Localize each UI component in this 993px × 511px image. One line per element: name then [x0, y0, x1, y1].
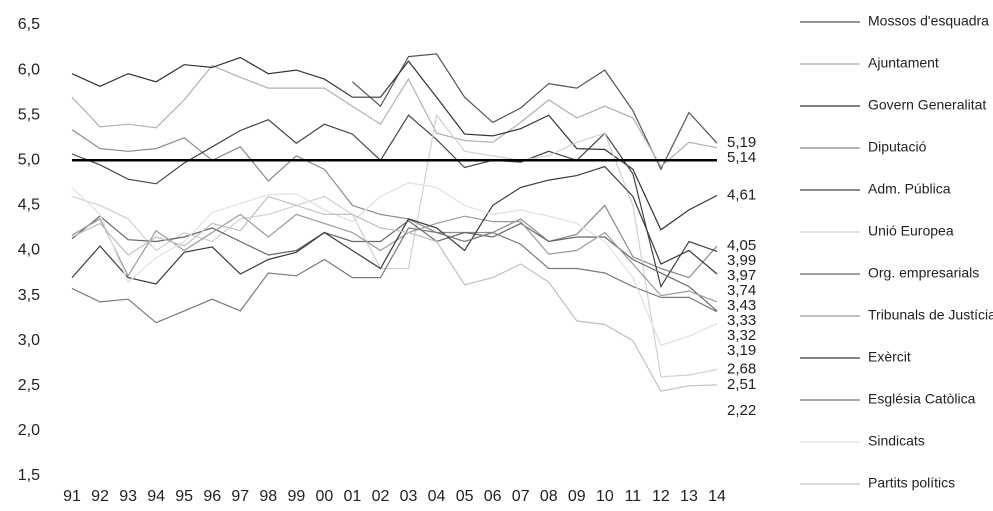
x-tick-label: 95	[175, 488, 193, 505]
legend-label: Govern Generalitat	[868, 97, 986, 113]
x-tick-label: 05	[456, 488, 474, 505]
x-tick-label: 07	[512, 488, 530, 505]
x-tick-label: 02	[372, 488, 390, 505]
y-tick-label: 5,0	[18, 152, 40, 169]
series-line	[71, 114, 718, 289]
y-tick-label: 6,0	[18, 61, 40, 78]
series-line	[71, 165, 718, 285]
x-tick-label: 12	[652, 488, 670, 505]
end-label: 3,19	[727, 342, 756, 359]
y-tick-label: 6,5	[18, 16, 40, 33]
series-line	[71, 182, 718, 346]
x-tick-label: 00	[315, 488, 333, 505]
series-line	[71, 215, 718, 312]
end-label: 4,05	[727, 237, 756, 254]
x-tick-label: 96	[203, 488, 221, 505]
series-line	[71, 213, 718, 303]
x-tick-label: 94	[147, 488, 165, 505]
x-tick-label: 97	[231, 488, 249, 505]
legend-label: Mossos d'esquadra	[868, 13, 989, 29]
end-label: 3,33	[727, 312, 756, 329]
legend-label: Església Catòlica	[868, 391, 976, 407]
end-label: 5,14	[727, 149, 756, 166]
x-tick-label: 98	[259, 488, 277, 505]
x-tick-label: 99	[287, 488, 305, 505]
x-tick-label: 92	[91, 488, 109, 505]
y-tick-label: 3,5	[18, 287, 40, 304]
legend-label: Tribunals de Justícia	[868, 307, 993, 323]
x-tick-label: 91	[63, 488, 81, 505]
x-tick-label: 93	[119, 488, 137, 505]
end-label: 3,32	[727, 327, 756, 344]
y-tick-label: 4,0	[18, 242, 40, 259]
legend-label: Exèrcit	[868, 349, 911, 365]
legend-label: Unió Europea	[868, 223, 954, 239]
y-tick-label: 4,5	[18, 197, 40, 214]
end-label: 4,61	[727, 186, 756, 203]
series-line	[71, 56, 718, 231]
x-tick-label: 10	[596, 488, 614, 505]
series-line	[71, 195, 718, 392]
legend-label: Ajuntament	[868, 55, 939, 71]
y-tick-label: 2,0	[18, 422, 40, 439]
end-label: 2,51	[727, 376, 756, 393]
end-label: 5,19	[727, 134, 756, 151]
x-tick-label: 09	[568, 488, 586, 505]
series-line	[71, 129, 718, 279]
end-label: 3,74	[727, 282, 756, 299]
x-tick-label: 08	[540, 488, 558, 505]
legend-label: Sindicats	[868, 433, 925, 449]
end-label: 2,22	[727, 402, 756, 419]
series-line	[71, 227, 718, 324]
end-label: 2,68	[727, 361, 756, 378]
y-tick-label: 5,5	[18, 106, 40, 123]
x-tick-label: 06	[484, 488, 502, 505]
end-label: 3,99	[727, 252, 756, 269]
end-label: 3,97	[727, 267, 756, 284]
y-tick-label: 3,0	[18, 332, 40, 349]
x-tick-label: 14	[708, 488, 726, 505]
y-tick-label: 1,5	[18, 467, 40, 484]
x-tick-label: 01	[344, 488, 362, 505]
x-tick-label: 04	[428, 488, 446, 505]
x-tick-label: 03	[400, 488, 418, 505]
legend-label: Org. empresarials	[868, 265, 979, 281]
y-tick-label: 2,5	[18, 377, 40, 394]
series-line	[71, 64, 718, 168]
legend-label: Partits polítics	[868, 475, 955, 491]
legend-label: Diputació	[868, 139, 927, 155]
x-tick-label: 11	[625, 488, 642, 505]
x-tick-label: 13	[680, 488, 698, 505]
legend-label: Adm. Pública	[868, 181, 951, 197]
end-label: 3,43	[727, 297, 756, 314]
series-line	[71, 113, 718, 378]
